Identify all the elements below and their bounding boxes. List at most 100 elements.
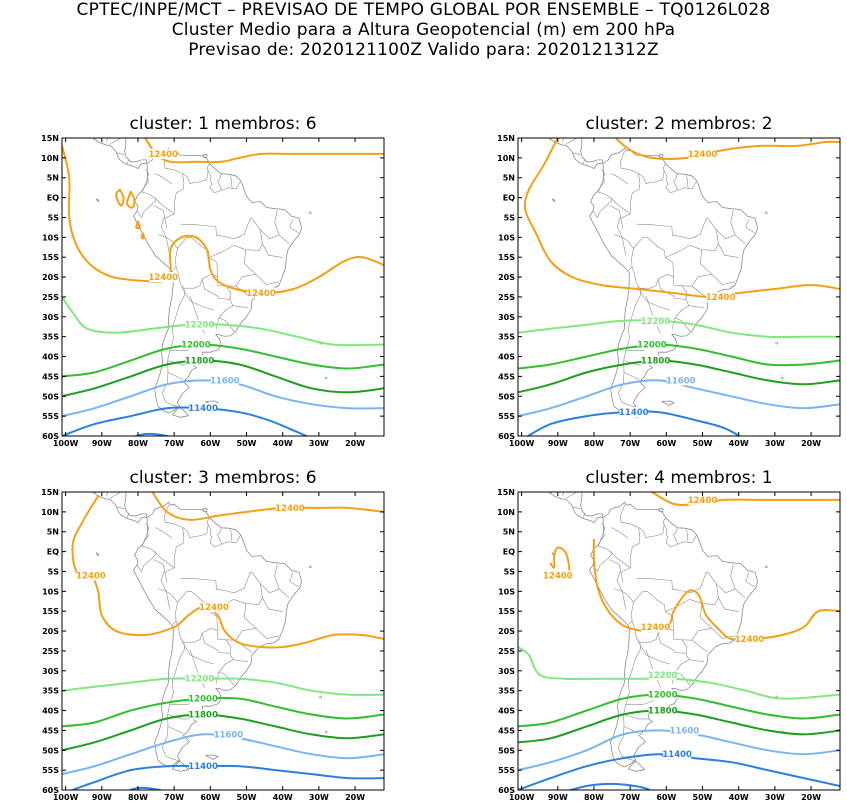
p3-contour-label-12400: 12400 bbox=[275, 504, 305, 514]
p4-lat-label: 5S bbox=[504, 567, 516, 576]
p3-lon-label: 30W bbox=[309, 793, 329, 802]
p3-lat-label: 25S bbox=[42, 647, 59, 656]
p4-lon-label: 30W bbox=[765, 793, 785, 802]
p2-lat-label: 40S bbox=[498, 353, 515, 362]
p4-lon-label: 90W bbox=[548, 793, 568, 802]
p1-caribbean-island bbox=[204, 133, 206, 137]
p4-contour-label-11600: 11600 bbox=[670, 726, 700, 736]
p4-lat-label: 45S bbox=[498, 726, 515, 735]
p1-lat-label: 10N bbox=[41, 154, 59, 163]
p1-contour-label-12400: 12400 bbox=[149, 150, 179, 160]
p1-lat-label: 45S bbox=[42, 372, 59, 381]
p1-contour-label-12000: 12000 bbox=[181, 341, 211, 351]
p1-lat-label: 30S bbox=[42, 313, 59, 322]
p2-contour-label-11400: 11400 bbox=[619, 408, 649, 418]
p3-lon-label: 50W bbox=[237, 793, 257, 802]
p1-lon-label: 30W bbox=[309, 439, 329, 448]
p4-contour-label-11800: 11800 bbox=[648, 707, 678, 717]
p3-plot-area bbox=[62, 492, 384, 790]
p4-contour-label-12400: 12400 bbox=[735, 635, 765, 645]
p3-contour-label-11400: 11400 bbox=[188, 762, 218, 772]
p4-lon-label: 60W bbox=[656, 793, 676, 802]
p2-lat-label: 55S bbox=[498, 412, 515, 421]
p1-contour-12400 bbox=[142, 233, 145, 238]
p4-lat-label: 30S bbox=[498, 667, 515, 676]
p3-contour-label-12400: 12400 bbox=[76, 571, 106, 581]
p4-lat-label: 50S bbox=[498, 746, 515, 755]
p4-lat-label: 5N bbox=[503, 528, 515, 537]
p3-lat-label: 55S bbox=[42, 766, 59, 775]
p1-lon-label: 60W bbox=[200, 439, 220, 448]
p3-contour-label-11800: 11800 bbox=[188, 711, 218, 721]
p3-caribbean-island bbox=[204, 487, 206, 491]
p2-contour-label-12400: 12400 bbox=[688, 150, 718, 160]
p1-lat-label: EQ bbox=[47, 194, 59, 203]
p1-contour-label-12200: 12200 bbox=[185, 321, 215, 331]
p1-lat-label: 5N bbox=[47, 174, 59, 183]
p2-lon-label: 40W bbox=[729, 439, 749, 448]
p4-lat-label: 15N bbox=[497, 488, 515, 497]
p3-lon-label: 60W bbox=[200, 793, 220, 802]
p2-contour-label-12000: 12000 bbox=[637, 341, 667, 351]
panel-title-cluster-1: cluster: 1 membros: 6 bbox=[62, 114, 384, 134]
p2-lat-label: 35S bbox=[498, 333, 515, 342]
p2-lon-label: 80W bbox=[584, 439, 604, 448]
p4-contour-label-12400: 12400 bbox=[543, 571, 573, 581]
p3-lon-label: 80W bbox=[128, 793, 148, 802]
p4-lat-label: 35S bbox=[498, 687, 515, 696]
map-panel-cluster-2: 1240012400122001200011800116001140015N10… bbox=[486, 134, 846, 452]
p1-lat-label: 15S bbox=[42, 253, 59, 262]
p4-contour-label-12200: 12200 bbox=[648, 671, 678, 681]
p4-lon-label: 20W bbox=[801, 793, 821, 802]
figure-header: CPTEC/INPE/MCT – PREVISAO DE TEMPO GLOBA… bbox=[0, 0, 847, 60]
p4-plot-area bbox=[518, 492, 840, 790]
p2-lon-label: 70W bbox=[620, 439, 640, 448]
header-line-3: Previsao de: 2020121100Z Valido para: 20… bbox=[0, 40, 847, 60]
p2-lon-label: 100W bbox=[509, 439, 535, 448]
p4-lon-label: 70W bbox=[620, 793, 640, 802]
p4-lat-label: EQ bbox=[503, 548, 515, 557]
p4-contour-label-12400: 12400 bbox=[688, 496, 718, 506]
p2-lon-label: 90W bbox=[548, 439, 568, 448]
p1-lon-label: 40W bbox=[273, 439, 293, 448]
p4-lon-label: 40W bbox=[729, 793, 749, 802]
p3-lat-label: 45S bbox=[42, 726, 59, 735]
p1-lat-label: 55S bbox=[42, 412, 59, 421]
p1-contour-label-11600: 11600 bbox=[210, 376, 240, 386]
panel-title-cluster-3: cluster: 3 membros: 6 bbox=[62, 468, 384, 488]
p3-lon-label: 20W bbox=[345, 793, 365, 802]
p4-lon-label: 50W bbox=[693, 793, 713, 802]
p2-lon-label: 20W bbox=[801, 439, 821, 448]
p4-lat-label: 10S bbox=[498, 587, 515, 596]
p1-lat-label: 10S bbox=[42, 233, 59, 242]
p1-lat-label: 40S bbox=[42, 353, 59, 362]
p1-contour-label-12400: 12400 bbox=[149, 273, 179, 283]
p2-lat-label: 15N bbox=[497, 134, 515, 143]
p1-contour-label-12400: 12400 bbox=[246, 289, 276, 299]
p4-lat-label: 10N bbox=[497, 508, 515, 517]
p2-lon-label: 30W bbox=[765, 439, 785, 448]
p4-lat-label: 40S bbox=[498, 707, 515, 716]
p2-lat-label: 30S bbox=[498, 313, 515, 322]
p2-caribbean-island bbox=[660, 133, 662, 137]
p3-contour-label-12400: 12400 bbox=[199, 603, 229, 613]
p4-contour-label-12000: 12000 bbox=[648, 691, 678, 701]
p3-lat-label: 35S bbox=[42, 687, 59, 696]
p3-lat-label: EQ bbox=[47, 548, 59, 557]
p2-lon-label: 50W bbox=[693, 439, 713, 448]
p3-contour-label-12200: 12200 bbox=[185, 675, 215, 685]
p3-lat-label: 50S bbox=[42, 746, 59, 755]
p1-contour-label-11400: 11400 bbox=[188, 404, 218, 414]
p2-contour-label-12400: 12400 bbox=[706, 293, 736, 303]
map-panel-cluster-3: 1240012400124001220012000118001160011400… bbox=[30, 488, 390, 806]
p2-lat-label: 5N bbox=[503, 174, 515, 183]
p3-lon-label: 90W bbox=[92, 793, 112, 802]
p2-lat-label: 10N bbox=[497, 154, 515, 163]
p1-lat-label: 15N bbox=[41, 134, 59, 143]
p3-lon-label: 40W bbox=[273, 793, 293, 802]
p1-lon-label: 80W bbox=[128, 439, 148, 448]
p4-contour-label-11400: 11400 bbox=[662, 750, 692, 760]
p2-lat-label: 25S bbox=[498, 293, 515, 302]
p1-lon-label: 90W bbox=[92, 439, 112, 448]
p2-lat-label: 45S bbox=[498, 372, 515, 381]
